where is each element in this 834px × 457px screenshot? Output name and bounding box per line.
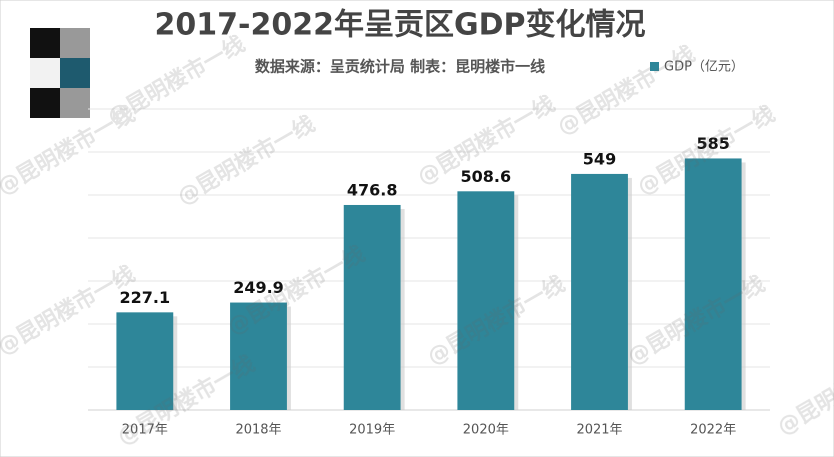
data-label: 585 [696,134,729,153]
bar [457,191,515,410]
x-tick-label: 2017年 [122,423,168,438]
x-tick-label: 2022年 [690,423,736,438]
x-tick-label: 2018年 [235,423,281,438]
data-label: 508.6 [461,167,512,186]
data-label: 249.9 [233,278,284,297]
x-tick-label: 2020年 [463,423,509,438]
bar [684,158,742,410]
bar [571,173,628,410]
data-label: 227.1 [120,288,171,307]
x-tick-label: 2021年 [576,423,622,438]
x-tick-label: 2019年 [349,423,395,438]
bar [343,204,401,410]
avatar [30,28,90,118]
legend-swatch [650,62,659,71]
bar [230,302,287,410]
data-label: 549 [583,149,616,168]
data-label: 476.8 [347,180,398,199]
legend-label: GDP（亿元） [664,60,744,75]
bar [116,312,174,410]
chart-subtitle: 数据来源：呈贡统计局 制表：昆明楼市一线 [255,58,545,76]
chart-title: 2017-2022年呈贡区GDP变化情况 [155,8,646,43]
